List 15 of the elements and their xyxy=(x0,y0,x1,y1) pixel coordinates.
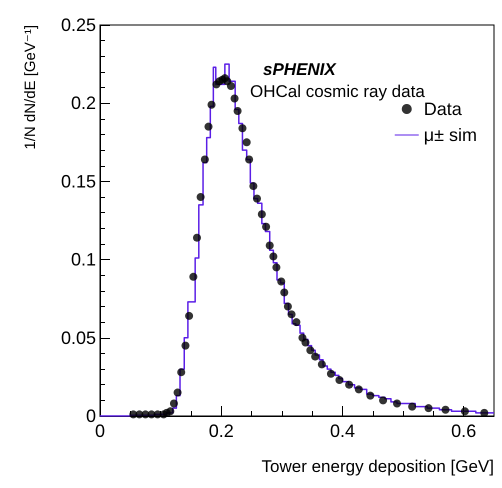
x-tick-label: 0.4 xyxy=(330,421,355,441)
x-tick-label: 0.6 xyxy=(451,421,476,441)
y-tick-label: 0.05 xyxy=(60,328,96,348)
y-tick-label: 0.2 xyxy=(70,93,96,114)
x-axis-title: Tower energy deposition [GeV] xyxy=(262,457,494,476)
legend-label: μ± sim xyxy=(424,125,478,145)
y-tick-label: 0 xyxy=(86,406,96,426)
text: sPHENIX xyxy=(263,60,338,79)
y-tick-label: 0.15 xyxy=(60,171,96,192)
legend-label: Data xyxy=(424,99,463,119)
x-tick-label: 0.2 xyxy=(208,421,234,441)
text: OHCal cosmic ray data xyxy=(250,82,426,101)
y-tick-label: 0.1 xyxy=(70,250,96,270)
y-tick-label: 0.25 xyxy=(60,15,96,35)
y-axis-title: 1/N dN/dE [GeV⁻¹] xyxy=(22,25,39,150)
